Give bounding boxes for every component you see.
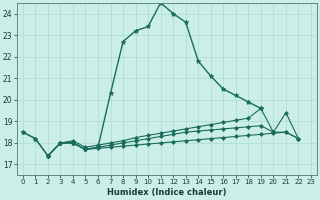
X-axis label: Humidex (Indice chaleur): Humidex (Indice chaleur) (107, 188, 227, 197)
